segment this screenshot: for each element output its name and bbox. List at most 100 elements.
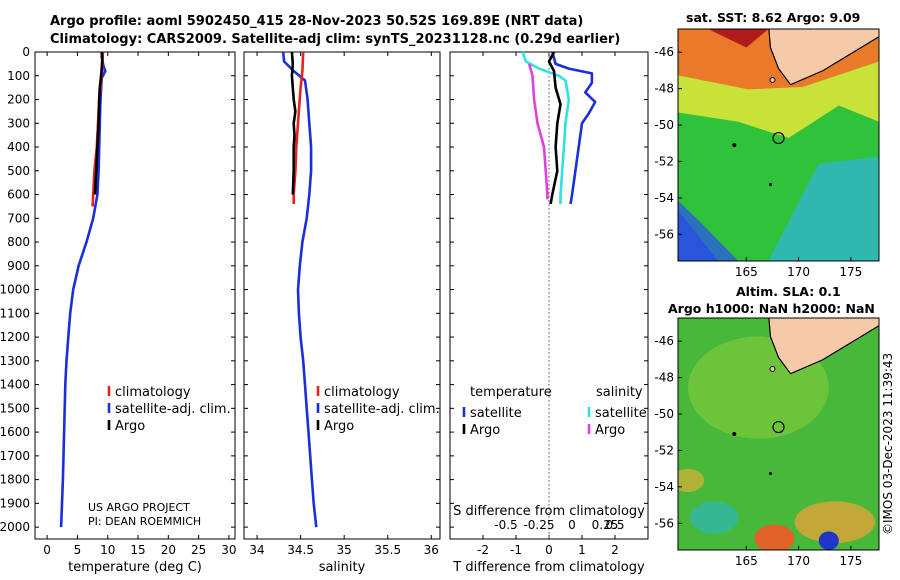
sst-map-title: sat. SST: 8.62 Argo: 9.09: [686, 10, 861, 25]
y-tick-label: 800: [7, 235, 30, 249]
panel-salinity: 34 34.5 35 35.5 36 salinity climatology satelli…: [243, 51, 441, 575]
map-x-tick-label: 175: [839, 554, 862, 568]
legend-label: satellite-adj. clim.: [115, 402, 231, 417]
climatology-title: Climatology: CARS2009. Satellite-adj cli…: [50, 32, 621, 47]
credit-line: PI: DEAN ROEMMICH: [88, 515, 201, 528]
sla-low-spot: [818, 531, 839, 550]
x-tick-label: 35: [337, 543, 352, 557]
y-tick-label: 2000: [0, 520, 30, 534]
credit-line: US ARGO PROJECT: [88, 501, 190, 514]
sst-cold-band: [678, 200, 739, 261]
sla-high-patch: [794, 501, 875, 544]
map-y-tick-label: -52: [654, 154, 674, 168]
x-tick-label: 34: [249, 543, 264, 557]
map-y-tick-label: -56: [654, 516, 674, 530]
land-mass: [768, 29, 879, 86]
legend-label: satellite-adj. clim.: [324, 402, 440, 417]
auckland-island: [732, 432, 737, 436]
map-frame: [677, 28, 880, 262]
series-argo: [93, 51, 104, 195]
panel-difference: -2 -1 0 1 2T difference from climatology-0.5…: [449, 51, 649, 575]
y-tick-label: 1000: [0, 283, 30, 297]
legend-label: climatology: [324, 385, 400, 400]
map-x-tick-label: 170: [787, 265, 810, 279]
sla-mid-patch: [678, 468, 705, 492]
panel-frame: [243, 51, 441, 540]
x-tick-label: 2: [611, 543, 619, 557]
x-tick-label: 10: [100, 543, 115, 557]
campbell-island: [768, 471, 772, 475]
s-tick-label: 0: [568, 518, 576, 532]
s-tick-label: 0.5: [605, 518, 624, 532]
map-y-tick-label: -52: [654, 443, 674, 457]
legend-label: satellite: [595, 406, 647, 421]
legend-label: climatology: [115, 385, 191, 400]
sst-cool-region: [768, 156, 879, 261]
sla-map-title-line2: Argo h1000: NaN h2000: NaN: [668, 301, 875, 316]
x-tick-label: 5: [74, 543, 82, 557]
argo-location-marker: [772, 420, 785, 434]
x-tick-label: 20: [161, 543, 176, 557]
sla-map: 165 170 175 -46 -48 -50 -52 -54 -56: [654, 317, 880, 568]
x-tick-label: 0: [43, 543, 51, 557]
x-tick-label: 25: [191, 543, 206, 557]
legend-title-salinity: salinity: [596, 385, 643, 400]
legend-label: satellite: [470, 406, 522, 421]
y-tick-label: 500: [7, 164, 30, 178]
stewart-island: [769, 77, 776, 84]
y-tick-label: 0: [22, 45, 30, 59]
x-tick-label: 30: [221, 543, 236, 557]
map-x-tick-label: 165: [735, 554, 758, 568]
sst-map: 165 170 175 -46 -48 -50 -52 -54 -56: [654, 28, 880, 279]
map-panels: 165 170 175 -46 -48 -50 -52 -54 -56 165 170 175 -46 -…: [654, 28, 880, 568]
y-tick-label: 200: [7, 93, 30, 107]
argo-location-marker: [772, 131, 785, 145]
sla-map-title-line1: Altim. SLA: 0.1: [736, 284, 841, 299]
x-tick-label: -2: [477, 543, 489, 557]
y-tick-label: 600: [7, 188, 30, 202]
legend-label: Argo: [324, 419, 354, 434]
land-mass: [768, 318, 879, 375]
panel-frame: [34, 51, 236, 540]
campbell-island: [768, 182, 772, 186]
y-tick-label: 300: [7, 116, 30, 130]
map-y-tick-label: -46: [654, 45, 674, 59]
map-y-tick-label: -54: [654, 191, 674, 205]
y-tick-label: 1600: [0, 425, 30, 439]
y-tick-label: 1100: [0, 306, 30, 320]
stewart-island: [769, 366, 776, 373]
series-t-argo: [547, 51, 562, 205]
x-axis-label: T difference from climatology: [452, 560, 645, 575]
map-x-tick-label: 170: [787, 554, 810, 568]
y-tick-label: 1300: [0, 354, 30, 368]
map-y-tick-label: -46: [654, 334, 674, 348]
series-satellite-adj-clim-: [281, 51, 318, 528]
map-y-tick-label: -50: [654, 118, 674, 132]
panel-temperature: 0 5 10 15 20 25 30 temperature (deg C) 0 100 200 30…: [0, 45, 237, 575]
profile-title: Argo profile: aoml 5902450_415 28-Nov-20…: [50, 14, 584, 29]
series-s-argo: [527, 63, 549, 200]
imos-credit: ©IMOS 03-Dec-2023 11:39:43: [881, 352, 895, 535]
series-argo: [290, 51, 297, 195]
x-tick-label: 34.5: [287, 543, 314, 557]
map-x-tick-label: 165: [735, 265, 758, 279]
auckland-island: [732, 143, 737, 147]
map-y-tick-label: -48: [654, 371, 674, 385]
y-tick-label: 1400: [0, 378, 30, 392]
map-y-tick-label: -54: [654, 480, 674, 494]
y-tick-label: 400: [7, 140, 30, 154]
s-tick-label: -0.25: [523, 518, 554, 532]
map-frame: [677, 317, 880, 551]
sla-low-patch: [690, 501, 739, 534]
map-y-tick-label: -56: [654, 227, 674, 241]
series-s-satellite: [521, 51, 571, 204]
y-tick-label: 100: [7, 69, 30, 83]
y-tick-label: 700: [7, 211, 30, 225]
y-tick-label: 1200: [0, 330, 30, 344]
x-tick-label: 35.5: [374, 543, 401, 557]
legend-label: Argo: [115, 419, 145, 434]
x-tick-label: 1: [578, 543, 586, 557]
map-y-tick-label: -50: [654, 407, 674, 421]
y-tick-label: 1900: [0, 496, 30, 510]
